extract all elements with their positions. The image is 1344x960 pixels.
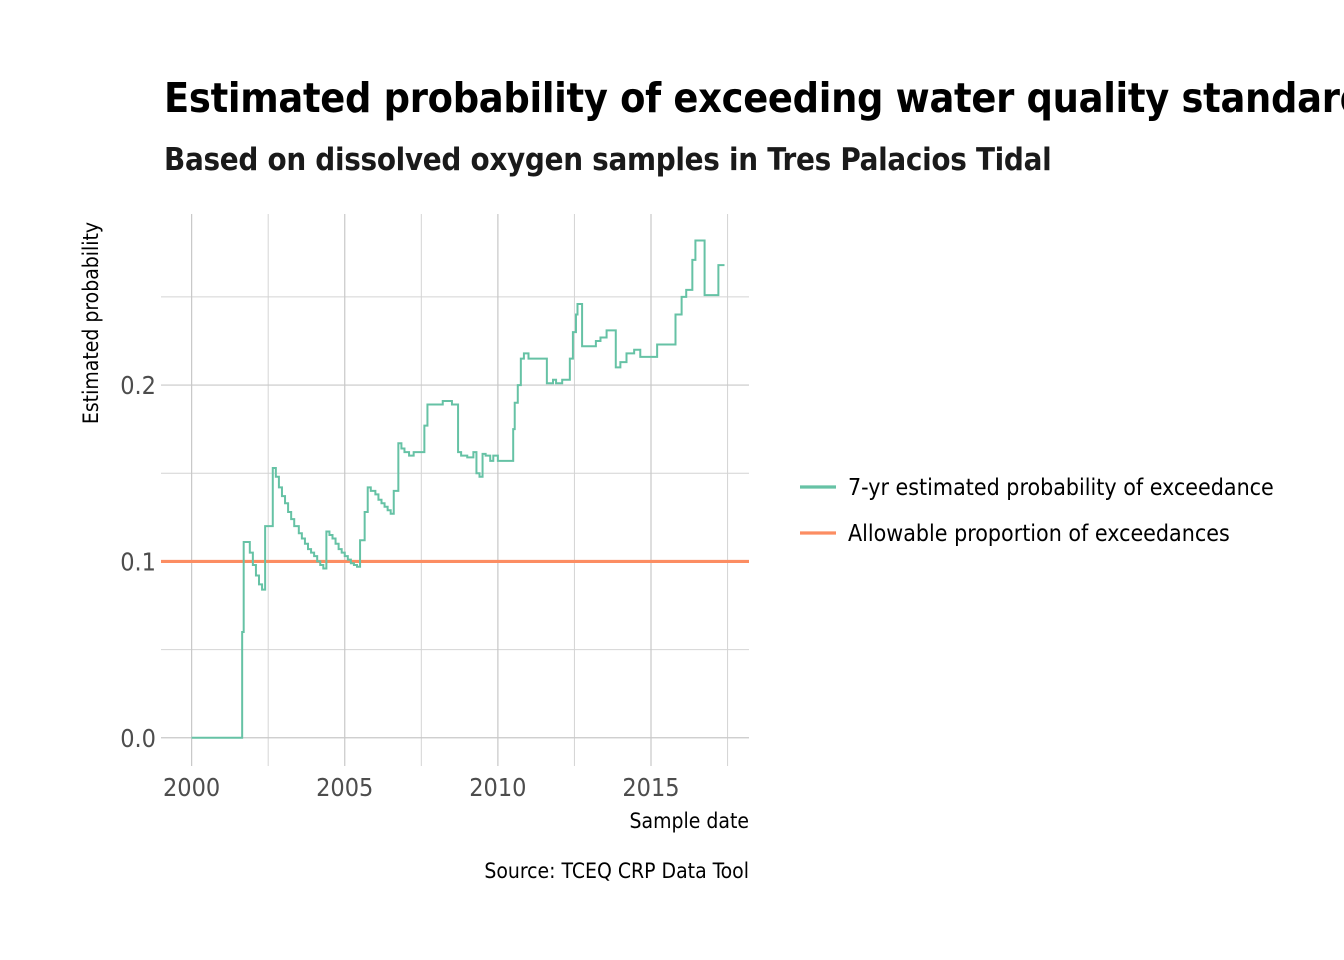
tick-labels: 2000 2005 2010 2015 0.0 0.1 0.2	[120, 371, 679, 802]
series-probability-line	[191, 239, 725, 739]
legend-label-prob: 7-yr estimated probability of exceedance	[848, 475, 1274, 501]
y-axis-title: Estimated probability	[79, 222, 103, 424]
caption: Source: TCEQ CRP Data Tool	[484, 859, 749, 883]
x-tick-label: 2010	[469, 773, 526, 802]
chart-title: Estimated probability of exceeding water…	[164, 74, 1344, 122]
x-tick-label: 2005	[316, 773, 373, 802]
y-tick-label: 0.0	[120, 724, 156, 753]
y-tick-label: 0.2	[120, 371, 156, 400]
y-tick-label: 0.1	[120, 547, 156, 576]
legend-label-allowable: Allowable proportion of exceedances	[848, 521, 1230, 547]
legend: 7-yr estimated probability of exceedance…	[800, 475, 1274, 547]
grid-minor	[161, 214, 749, 766]
chart-subtitle: Based on dissolved oxygen samples in Tre…	[164, 142, 1052, 178]
series-layer	[161, 239, 749, 739]
x-tick-label: 2015	[622, 773, 679, 802]
x-axis-title: Sample date	[630, 809, 749, 833]
x-tick-label: 2000	[163, 773, 220, 802]
